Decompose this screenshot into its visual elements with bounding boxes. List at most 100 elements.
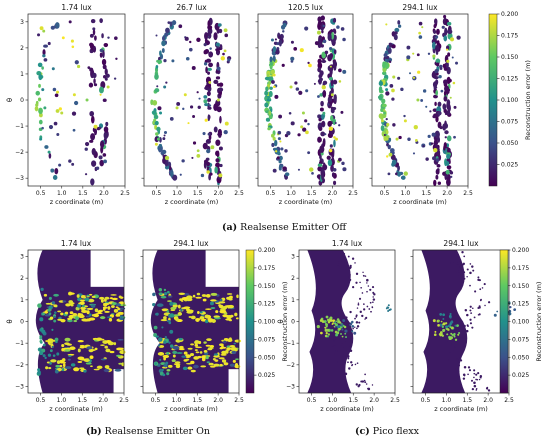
data-point xyxy=(449,326,452,329)
data-point xyxy=(229,345,236,348)
data-point xyxy=(386,122,390,127)
data-point xyxy=(433,94,438,99)
data-point xyxy=(181,297,189,300)
data-point xyxy=(434,130,440,139)
data-point xyxy=(153,118,157,122)
data-point xyxy=(104,77,108,81)
data-point xyxy=(268,80,272,85)
data-point xyxy=(302,127,307,132)
data-point xyxy=(460,265,463,268)
data-point xyxy=(272,136,276,141)
caption-c-text: Pico flexx xyxy=(369,426,419,437)
data-point xyxy=(206,338,212,342)
x-tick-label: 1.0 xyxy=(401,190,411,197)
data-point xyxy=(469,263,472,265)
data-point xyxy=(473,316,476,319)
data-point xyxy=(52,87,57,92)
data-point xyxy=(272,73,276,77)
data-point xyxy=(369,288,372,291)
data-point xyxy=(189,105,194,109)
data-point xyxy=(219,163,223,168)
data-point xyxy=(166,372,170,376)
data-point xyxy=(219,309,227,314)
data-point xyxy=(382,62,386,69)
data-point xyxy=(355,383,358,386)
data-point xyxy=(325,331,328,335)
x-tick-label: 0.5 xyxy=(36,190,46,197)
data-point xyxy=(42,354,46,358)
x-tick-label: 1.5 xyxy=(77,397,87,404)
x-axis-label: z coordinate (m) xyxy=(164,405,218,413)
data-point xyxy=(183,351,188,355)
y-tick-label: 1 xyxy=(20,297,24,304)
data-point xyxy=(154,120,159,126)
y-tick-label: 0 xyxy=(20,319,24,326)
data-point xyxy=(91,295,96,298)
data-point xyxy=(202,142,208,150)
data-point xyxy=(364,373,366,376)
data-point xyxy=(338,321,342,324)
data-point xyxy=(162,137,166,141)
data-point xyxy=(449,342,452,345)
data-point xyxy=(355,315,358,318)
data-point xyxy=(462,377,466,380)
caption-a-letter: (a) xyxy=(222,222,238,233)
data-point xyxy=(435,86,438,89)
data-point xyxy=(325,322,327,325)
data-point xyxy=(203,95,208,99)
data-point xyxy=(446,153,451,159)
data-point xyxy=(432,156,437,161)
data-point xyxy=(168,295,173,298)
data-point xyxy=(457,370,460,373)
x-tick-label: 1.5 xyxy=(78,190,88,197)
colorbar-gradient xyxy=(245,249,255,394)
data-point xyxy=(196,91,199,94)
data-point xyxy=(463,277,466,280)
data-point xyxy=(206,170,210,174)
data-point xyxy=(90,19,96,24)
data-point xyxy=(67,353,75,356)
data-point xyxy=(432,319,436,323)
x-axis-label: z coordinate (m) xyxy=(434,405,488,413)
data-point xyxy=(317,16,322,23)
data-point xyxy=(34,106,39,112)
y-tick-label: −1 xyxy=(15,340,24,347)
data-point xyxy=(98,86,104,94)
data-point xyxy=(347,361,349,364)
data-point xyxy=(200,173,205,178)
colorbar-tick-label: 0.100 xyxy=(258,319,275,326)
x-tick-label: 1.0 xyxy=(172,397,182,404)
data-point xyxy=(348,346,352,350)
data-point xyxy=(452,331,456,334)
data-point xyxy=(77,356,85,360)
subplot-title: 1.74 lux xyxy=(61,239,92,248)
data-point xyxy=(35,90,41,96)
data-point xyxy=(466,276,468,278)
data-point xyxy=(91,314,96,317)
data-point xyxy=(333,136,336,139)
data-point xyxy=(68,159,72,163)
data-point xyxy=(103,42,109,48)
data-point xyxy=(320,331,323,335)
data-point xyxy=(93,313,99,318)
colorbar-gradient xyxy=(488,13,498,187)
data-point xyxy=(478,378,481,381)
data-point xyxy=(448,261,451,265)
data-point xyxy=(324,334,328,338)
data-point xyxy=(356,362,359,365)
data-point xyxy=(87,66,91,70)
data-point xyxy=(351,335,353,338)
data-point xyxy=(119,307,126,310)
empty-region-top xyxy=(90,250,124,287)
data-point xyxy=(105,73,110,78)
data-point xyxy=(77,340,84,343)
data-point xyxy=(322,80,328,85)
data-point xyxy=(372,298,376,301)
data-point xyxy=(371,306,374,309)
data-point xyxy=(473,376,475,379)
data-point xyxy=(64,311,69,315)
data-point xyxy=(307,122,310,126)
data-point xyxy=(318,126,323,131)
data-point xyxy=(439,333,443,337)
data-point xyxy=(387,47,392,54)
